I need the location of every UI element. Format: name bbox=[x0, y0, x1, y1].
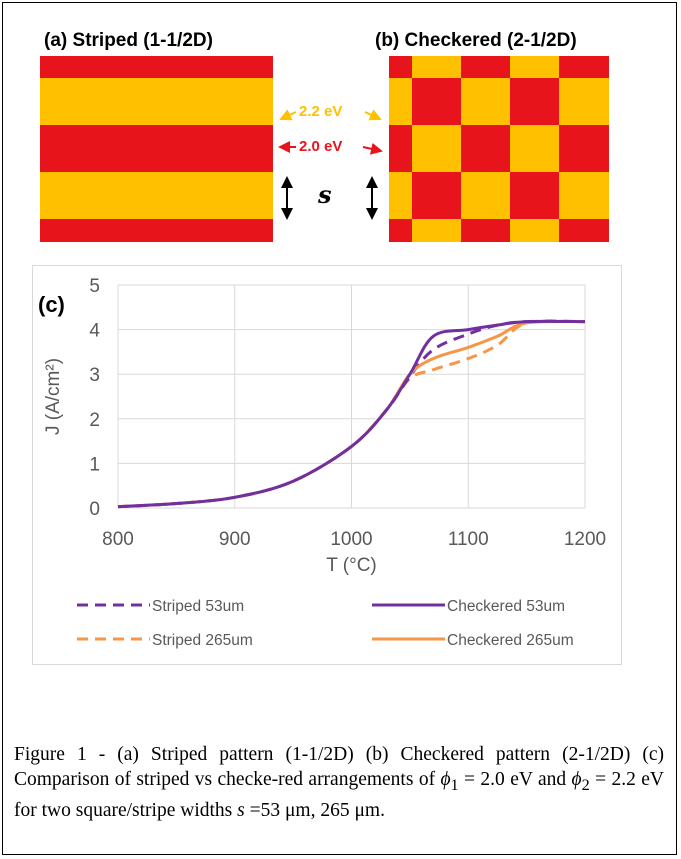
phi1-symbol: ϕ bbox=[440, 769, 451, 790]
checker-cell bbox=[389, 56, 412, 78]
phi1-value: = 2.0 eV and bbox=[458, 769, 572, 790]
checker-cell bbox=[389, 219, 412, 242]
checker-cell bbox=[412, 56, 461, 78]
checker-cell bbox=[389, 125, 412, 172]
panel-b-label: (b) bbox=[375, 30, 400, 51]
y-tick-label: 1 bbox=[89, 454, 100, 475]
y-tick-label: 0 bbox=[89, 499, 100, 520]
series-line-checkered-53um bbox=[117, 319, 586, 509]
x-tick-label: 1000 bbox=[330, 529, 372, 550]
checker-cell bbox=[510, 219, 559, 242]
checker-cell bbox=[559, 56, 609, 78]
panel-a-title-text: Striped (1-1/2D) bbox=[72, 30, 213, 51]
checker-cell bbox=[412, 78, 461, 125]
phi2-subscript: 2 bbox=[581, 775, 590, 794]
phi2-value: = 2.2 eV for two square/stripe widths bbox=[14, 769, 664, 821]
width-symbol-caption: s bbox=[237, 799, 245, 821]
figure-caption: Figure 1 - (a) Striped pattern (1-1/2D) … bbox=[14, 742, 664, 823]
checker-cell bbox=[461, 125, 510, 172]
legend-label: Checkered 265um bbox=[447, 632, 574, 649]
checker-cell bbox=[559, 125, 609, 172]
panel-b-title-text: Checkered (2-1/2D) bbox=[404, 30, 577, 51]
caption-part2: =53 μm, 265 μm. bbox=[244, 799, 385, 821]
checker-cell bbox=[412, 219, 461, 242]
legend-label: Striped 53um bbox=[152, 598, 244, 615]
phi2-symbol: ϕ bbox=[571, 769, 582, 790]
panel-a-label: (a) bbox=[44, 30, 68, 51]
x-tick-label: 1100 bbox=[448, 529, 489, 550]
checker-cell bbox=[510, 172, 559, 219]
y-axis-label: J (A/cm²) bbox=[43, 358, 64, 435]
x-tick-label: 900 bbox=[219, 529, 251, 550]
y-tick-label: 3 bbox=[89, 365, 100, 386]
y-tick-label: 4 bbox=[89, 321, 100, 342]
x-tick-label: 800 bbox=[102, 529, 134, 550]
low-work-function-label: 2.0 eV bbox=[299, 138, 343, 155]
x-axis-label: T (°C) bbox=[326, 555, 377, 576]
checker-cell bbox=[461, 78, 510, 125]
checker-cell bbox=[559, 78, 609, 125]
panel-c-label: (c) bbox=[38, 292, 65, 317]
checker-cell bbox=[461, 219, 510, 242]
y-tick-label: 5 bbox=[89, 276, 100, 297]
legend-label: Striped 265um bbox=[152, 632, 253, 649]
checker-cell bbox=[461, 172, 510, 219]
phi1-subscript: 1 bbox=[450, 775, 459, 794]
checker-cell bbox=[559, 172, 609, 219]
checker-cell bbox=[461, 56, 510, 78]
checker-cell bbox=[412, 125, 461, 172]
checker-cell bbox=[412, 172, 461, 219]
striped-pattern bbox=[40, 56, 273, 242]
checker-cell bbox=[510, 78, 559, 125]
x-tick-label: 1200 bbox=[564, 529, 606, 550]
stripe-red bbox=[40, 56, 273, 78]
caption-part1: Figure 1 - (a) Striped pattern (1-1/2D) … bbox=[14, 744, 664, 790]
width-symbol: s bbox=[318, 180, 332, 209]
checker-cell bbox=[389, 172, 412, 219]
checkered-pattern bbox=[389, 56, 609, 242]
current-density-chart: 0 1 2 3 4 5 800 900 1000 1100 1200 T (°C) J (A/cm²) (… bbox=[38, 276, 606, 649]
checker-cell bbox=[389, 78, 412, 125]
panel-a-title: (a) Striped (1-1/2D) bbox=[44, 30, 213, 52]
high-work-function-label: 2.2 eV bbox=[299, 103, 343, 120]
stripe-yellow bbox=[40, 78, 273, 125]
y-tick-label: 2 bbox=[89, 410, 100, 431]
stripe-red bbox=[40, 125, 273, 172]
stripe-red bbox=[40, 219, 273, 242]
legend-label: Checkered 53um bbox=[447, 598, 565, 615]
chart-border bbox=[32, 265, 622, 665]
stripe-yellow bbox=[40, 172, 273, 219]
checker-cell bbox=[559, 219, 609, 242]
panel-b-title: (b) Checkered (2-1/2D) bbox=[375, 30, 577, 52]
checker-cell bbox=[510, 56, 559, 78]
checker-cell bbox=[510, 125, 559, 172]
